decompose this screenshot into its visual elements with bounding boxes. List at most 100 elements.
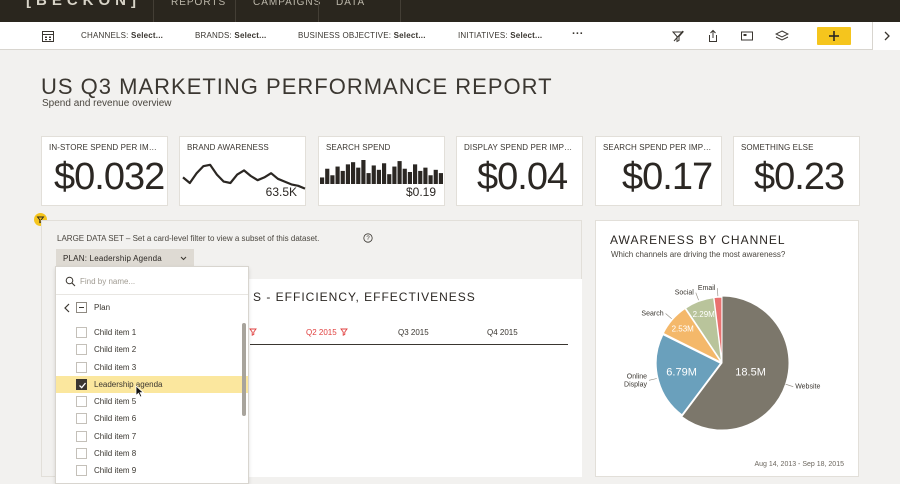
clear-filter-icon[interactable] <box>671 29 685 43</box>
pie-leader-line <box>785 383 794 387</box>
checkbox[interactable] <box>76 344 87 356</box>
dropdown-item[interactable]: Child item 1 <box>56 324 248 341</box>
checkbox[interactable] <box>76 413 87 425</box>
sparkline-bar <box>330 175 335 184</box>
checkbox[interactable] <box>76 327 87 338</box>
dropdown-item[interactable]: Child item 6 <box>56 410 248 427</box>
dropdown-item[interactable]: Child item 8 <box>56 445 248 462</box>
filter-channels[interactable]: CHANNELS: Select... <box>81 31 163 40</box>
efficiency-chart: S - EFFICIENCY, EFFECTIVENESS Q2 2015 Q3… <box>222 279 582 477</box>
present-icon[interactable] <box>740 29 754 43</box>
kpi-card-search-spend[interactable]: SEARCH SPEND $0.19 <box>318 136 445 206</box>
awareness-pie-chart: 18.5M Website 6.79M Online Display 2.53M Searc… <box>624 285 820 431</box>
pie-slice-online-display[interactable] <box>655 334 722 416</box>
kpi-label: BRAND AWARENESS <box>187 143 269 152</box>
checkbox[interactable] <box>76 465 87 477</box>
collapse-panel-button[interactable] <box>872 22 900 50</box>
parent-partial-checkbox[interactable] <box>76 302 87 313</box>
filter-brands-value: Select... <box>234 31 267 40</box>
dropdown-scrollbar[interactable] <box>242 323 246 416</box>
checkbox[interactable] <box>76 482 87 483</box>
kpi-card-something-else[interactable]: SOMETHING ELSE $0.23 <box>733 136 860 206</box>
kpi-card-search-spend-per-impression[interactable]: SEARCH SPEND PER IMPRESSION $0.17 <box>595 136 722 206</box>
chevron-left-icon[interactable] <box>63 303 71 313</box>
quarter-q4[interactable]: Q4 2015 <box>487 328 518 337</box>
add-button[interactable] <box>817 27 851 45</box>
pie-category-label: Email <box>698 285 716 292</box>
nav-tab-reports[interactable]: REPORTS <box>153 0 235 22</box>
kpi-value: $0.17 <box>622 156 713 198</box>
nav-tab-campaigns[interactable]: CAMPAIGNS <box>235 0 320 22</box>
share-icon[interactable] <box>706 29 720 43</box>
dropdown-item[interactable]: Child item 9 <box>56 462 248 479</box>
pie-slice-email[interactable] <box>713 296 723 362</box>
sparkline-bar <box>371 165 376 184</box>
filter-initiatives-label: INITIATIVES: <box>458 31 508 40</box>
dropdown-item-label: Child item 8 <box>94 449 137 459</box>
efficiency-chart-title: S - EFFICIENCY, EFFECTIVENESS <box>253 290 476 304</box>
sparkline-bar <box>361 160 366 184</box>
dropdown-search-input[interactable] <box>80 275 240 287</box>
checkbox-checked[interactable] <box>76 378 87 390</box>
kpi-label: IN-STORE SPEND PER IMPRESSION <box>49 143 162 152</box>
checkbox[interactable] <box>76 361 87 373</box>
filter-funnel-icon[interactable] <box>340 328 348 336</box>
filter-business-objective-label: BUSINESS OBJECTIVE: <box>298 31 392 40</box>
filter-initiatives[interactable]: INITIATIVES: Select... <box>458 31 542 40</box>
checkbox[interactable] <box>76 448 87 460</box>
dropdown-item[interactable] <box>56 480 248 483</box>
pie-category-label: Online Display <box>624 373 647 388</box>
dropdown-parent-row[interactable]: Plan <box>56 299 248 317</box>
dropdown-item[interactable]: Child item 3 <box>56 359 248 376</box>
kpi-value: $0.23 <box>754 156 845 198</box>
pie-slice-website[interactable] <box>681 295 790 431</box>
plan-filter-chip[interactable]: PLAN: Leadership Agenda <box>56 249 194 268</box>
calendar-icon[interactable] <box>41 29 55 43</box>
chevron-down-icon <box>180 256 187 261</box>
search-icon <box>65 276 76 287</box>
kpi-card-brand-awareness[interactable]: BRAND AWARENESS 63.5K <box>179 136 306 206</box>
filter-funnel-icon[interactable] <box>249 328 257 336</box>
dropdown-item[interactable]: Leadership agenda <box>56 375 248 394</box>
mouse-cursor-icon <box>135 385 145 398</box>
sparkline-bar <box>335 166 340 184</box>
awareness-by-channel-card: AWARENESS BY CHANNEL Which channels are … <box>595 220 859 477</box>
dropdown-item-list: Child item 1 Child item 2 Child item 3 Lead… <box>56 324 248 483</box>
pie-leader-line <box>695 292 699 301</box>
pie-value-label: 2.29M <box>693 310 716 319</box>
parent-label: Plan <box>94 303 111 312</box>
checkbox[interactable] <box>76 396 87 408</box>
pie-slice-search[interactable] <box>662 307 723 364</box>
nav-tab-data[interactable]: DATA <box>318 0 401 22</box>
sparkline-bar <box>397 161 402 184</box>
dropdown-item[interactable]: Child item 5 <box>56 393 248 410</box>
checkbox[interactable] <box>76 430 87 442</box>
filter-brands[interactable]: BRANDS: Select... <box>195 31 266 40</box>
sparkline-bar <box>433 169 438 184</box>
sparkline-bar <box>428 175 433 184</box>
kpi-value: $0.04 <box>477 156 568 198</box>
dropdown-item[interactable]: Child item 7 <box>56 428 248 445</box>
help-icon[interactable]: ? <box>363 233 373 243</box>
more-filters-button[interactable]: ··· <box>572 28 584 40</box>
awareness-date-range: Aug 14, 2013 - Sep 18, 2015 <box>754 461 844 468</box>
dropdown-item-label: Child item 5 <box>94 397 137 407</box>
sparkline-bar <box>320 177 325 184</box>
quarter-q2[interactable]: Q2 2015 <box>306 328 337 337</box>
pie-leader-line <box>665 313 672 320</box>
kpi-card-display-spend[interactable]: DISPLAY SPEND PER IMPRESSION $0.04 <box>456 136 583 206</box>
filter-business-objective[interactable]: BUSINESS OBJECTIVE: Select... <box>298 31 426 40</box>
chevron-right-icon <box>884 31 890 41</box>
dropdown-item-label: Child item 9 <box>94 466 137 476</box>
sparkline-bar <box>345 164 350 184</box>
pie-category-label: Social <box>675 290 695 297</box>
kpi-card-instore-spend[interactable]: IN-STORE SPEND PER IMPRESSION $0.032 <box>41 136 168 206</box>
sparkline-bar <box>325 168 330 184</box>
pie-leader-line <box>648 378 657 381</box>
dropdown-item[interactable]: Child item 2 <box>56 341 248 358</box>
layers-icon[interactable] <box>775 29 789 43</box>
page-subtitle: Spend and revenue overview <box>42 98 172 109</box>
beckon-logo[interactable]: [BECKON] <box>26 0 141 9</box>
quarter-q3[interactable]: Q3 2015 <box>398 328 429 337</box>
